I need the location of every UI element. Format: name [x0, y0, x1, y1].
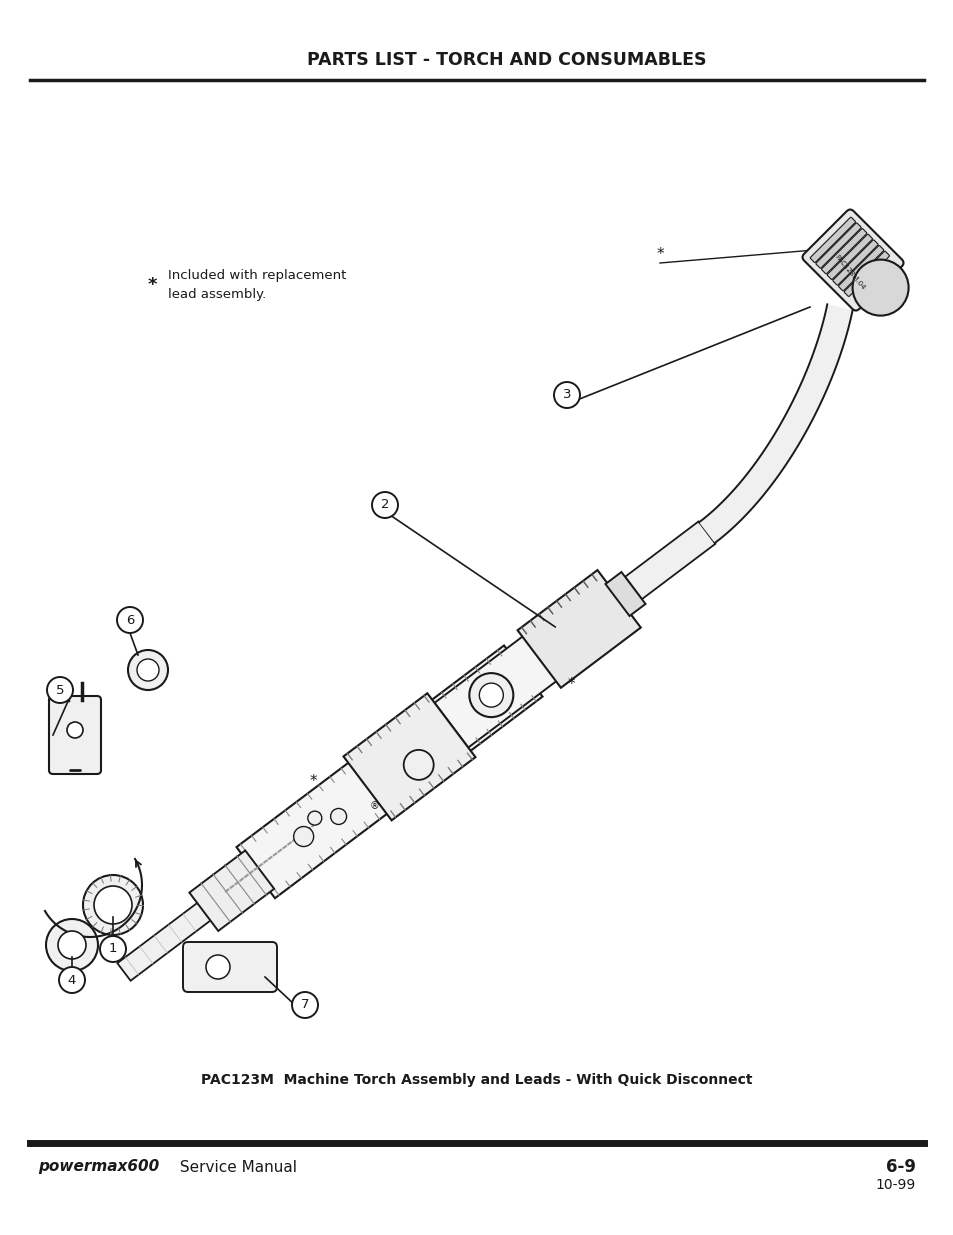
Text: Included with replacement
lead assembly.: Included with replacement lead assembly.	[168, 269, 346, 301]
Text: *: *	[148, 275, 157, 294]
Text: 4: 4	[68, 973, 76, 987]
Circle shape	[46, 919, 98, 971]
Circle shape	[294, 826, 314, 846]
Polygon shape	[190, 851, 274, 931]
Text: *: *	[310, 774, 317, 789]
Text: 3: 3	[562, 389, 571, 401]
FancyBboxPatch shape	[801, 210, 902, 310]
Circle shape	[59, 967, 85, 993]
Polygon shape	[117, 566, 657, 981]
FancyBboxPatch shape	[843, 251, 888, 296]
Circle shape	[292, 992, 317, 1018]
FancyBboxPatch shape	[838, 246, 882, 290]
Text: powermax600: powermax600	[38, 1160, 159, 1174]
Text: ®: ®	[369, 800, 379, 810]
Circle shape	[308, 811, 321, 825]
Circle shape	[94, 885, 132, 924]
Text: PARTS LIST - TORCH AND CONSUMABLES: PARTS LIST - TORCH AND CONSUMABLES	[307, 51, 706, 69]
Text: 10-99: 10-99	[875, 1178, 915, 1192]
Circle shape	[478, 683, 503, 708]
Circle shape	[852, 259, 907, 316]
Text: Service Manual: Service Manual	[174, 1160, 296, 1174]
Polygon shape	[343, 693, 475, 820]
Text: 5: 5	[55, 683, 64, 697]
Text: 2: 2	[380, 499, 389, 511]
Text: 1: 1	[109, 942, 117, 956]
Polygon shape	[624, 521, 715, 599]
Text: 7: 7	[300, 999, 309, 1011]
Text: *: *	[656, 247, 663, 263]
FancyBboxPatch shape	[815, 222, 861, 268]
FancyBboxPatch shape	[809, 217, 855, 263]
Circle shape	[403, 750, 434, 779]
Circle shape	[372, 492, 397, 517]
FancyBboxPatch shape	[832, 240, 877, 285]
Polygon shape	[435, 631, 563, 747]
Circle shape	[47, 677, 73, 703]
Polygon shape	[605, 572, 645, 616]
Circle shape	[206, 955, 230, 979]
Circle shape	[58, 931, 86, 960]
Text: PAC123M.04: PAC123M.04	[833, 253, 865, 290]
Text: 6-9: 6-9	[885, 1158, 915, 1176]
FancyBboxPatch shape	[183, 942, 276, 992]
Circle shape	[83, 876, 143, 935]
FancyBboxPatch shape	[826, 235, 872, 279]
Circle shape	[128, 650, 168, 690]
FancyBboxPatch shape	[49, 697, 101, 774]
Text: *: *	[567, 678, 575, 693]
Circle shape	[469, 673, 513, 718]
Circle shape	[137, 659, 159, 680]
Circle shape	[67, 722, 83, 739]
FancyBboxPatch shape	[821, 228, 866, 274]
Circle shape	[100, 936, 126, 962]
Text: PAC123M  Machine Torch Assembly and Leads - With Quick Disconnect: PAC123M Machine Torch Assembly and Leads…	[201, 1073, 752, 1087]
Circle shape	[117, 606, 143, 634]
Circle shape	[331, 809, 346, 825]
Polygon shape	[270, 588, 600, 839]
Polygon shape	[699, 304, 852, 543]
Circle shape	[554, 382, 579, 408]
Text: 6: 6	[126, 614, 134, 626]
Polygon shape	[517, 571, 640, 688]
Polygon shape	[236, 646, 542, 898]
